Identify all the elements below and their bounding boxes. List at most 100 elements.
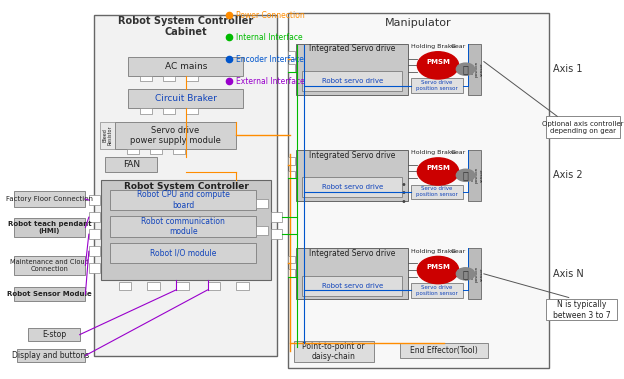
Bar (140, 76, 152, 81)
Text: Holding Brake: Holding Brake (411, 44, 456, 49)
Bar (150, 149, 162, 154)
Text: •: • (401, 197, 407, 207)
Bar (256, 226, 268, 235)
Text: Robot CPU and compute
board: Robot CPU and compute board (137, 190, 230, 210)
Bar (271, 212, 282, 222)
Text: Gear: Gear (451, 249, 466, 254)
Text: Robot Sensor Module: Robot Sensor Module (7, 291, 92, 297)
Text: Axis 1: Axis 1 (553, 64, 583, 74)
Circle shape (417, 158, 459, 185)
Bar (173, 149, 185, 154)
Bar (186, 76, 198, 81)
Text: FAN: FAN (123, 160, 140, 169)
Text: External Interface: External Interface (236, 77, 305, 86)
Bar (546, 299, 618, 320)
Bar (546, 116, 620, 138)
Bar (129, 57, 243, 76)
Bar (296, 44, 408, 95)
Bar (17, 349, 85, 362)
Bar (163, 108, 175, 114)
Text: Factory Floor Connection: Factory Floor Connection (6, 196, 93, 202)
Bar (89, 263, 100, 273)
Circle shape (456, 63, 475, 75)
Bar (89, 195, 100, 205)
Bar (296, 248, 408, 299)
Bar (163, 76, 175, 81)
Text: ⛓: ⛓ (462, 170, 469, 180)
Bar (94, 15, 278, 356)
Bar (105, 157, 157, 172)
Bar (271, 229, 282, 239)
Text: Holding Brake: Holding Brake (411, 249, 456, 254)
Bar (110, 190, 256, 210)
Text: Internal Interface: Internal Interface (236, 33, 302, 42)
Bar (28, 328, 80, 341)
Bar (186, 108, 198, 114)
Text: Servo
drive
position
sensor: Servo drive position sensor (466, 167, 484, 183)
Text: Robot I/O module: Robot I/O module (150, 249, 217, 257)
Bar (288, 157, 295, 165)
Text: Robot System Controller: Robot System Controller (124, 182, 248, 191)
Text: •: • (401, 180, 407, 190)
Text: Gear: Gear (451, 44, 466, 49)
Bar (411, 185, 462, 199)
Text: Circuit Braker: Circuit Braker (155, 94, 217, 103)
Text: Bleed
Resistor: Bleed Resistor (102, 125, 113, 145)
Text: Integrated Servo drive: Integrated Servo drive (309, 249, 396, 258)
Text: Power Connection: Power Connection (236, 11, 305, 20)
Circle shape (456, 169, 475, 182)
Text: PMSM: PMSM (426, 60, 450, 65)
Text: Integrated Servo drive: Integrated Servo drive (309, 44, 396, 53)
Text: Robot teach pendant
(HMI): Robot teach pendant (HMI) (7, 221, 91, 234)
Bar (147, 282, 160, 290)
Text: Axis N: Axis N (553, 269, 584, 279)
Bar (119, 282, 131, 290)
Text: Robot servo drive: Robot servo drive (321, 78, 383, 84)
Text: End Effector(Tool): End Effector(Tool) (410, 346, 478, 355)
Text: Integrated Servo drive: Integrated Servo drive (309, 150, 396, 160)
Bar (89, 229, 100, 239)
Bar (302, 71, 402, 91)
Bar (100, 122, 115, 149)
Circle shape (417, 257, 459, 283)
Bar (129, 89, 243, 108)
Text: Servo
drive
position
sensor: Servo drive position sensor (466, 61, 484, 77)
Text: PMSM: PMSM (426, 264, 450, 270)
Bar (256, 199, 268, 208)
Bar (296, 150, 408, 201)
Text: Robot servo drive: Robot servo drive (321, 184, 383, 190)
Text: Maintenance and Cloud
Connection: Maintenance and Cloud Connection (10, 259, 89, 272)
Text: N is typically
between 3 to 7: N is typically between 3 to 7 (553, 300, 610, 319)
Bar (469, 150, 481, 201)
Bar (89, 246, 100, 256)
Bar (176, 282, 188, 290)
Bar (115, 122, 236, 149)
Bar (288, 171, 295, 178)
Bar (236, 282, 249, 290)
Bar (288, 13, 548, 368)
Text: Robot communication
module: Robot communication module (141, 217, 225, 236)
Bar (208, 282, 220, 290)
Text: Servo drive
position sensor: Servo drive position sensor (416, 80, 458, 91)
Bar (102, 180, 271, 280)
Text: Gear: Gear (451, 150, 466, 155)
Text: ⛓: ⛓ (462, 64, 469, 74)
Circle shape (456, 268, 475, 280)
Bar (288, 64, 295, 72)
Text: Robot servo drive: Robot servo drive (321, 283, 383, 289)
Text: AC mains: AC mains (165, 62, 207, 71)
Bar (89, 212, 100, 222)
Text: Point-to-point or
daisy-chain: Point-to-point or daisy-chain (303, 342, 365, 361)
Bar (14, 287, 85, 301)
Bar (469, 44, 481, 95)
Text: Encoder Interface: Encoder Interface (236, 55, 303, 64)
Bar (140, 108, 152, 114)
Text: Servo
drive
position
sensor: Servo drive position sensor (466, 266, 484, 282)
Bar (302, 177, 402, 197)
Bar (411, 78, 462, 93)
Text: PMSM: PMSM (426, 166, 450, 171)
Bar (14, 218, 85, 237)
Text: Manipulator: Manipulator (385, 18, 452, 28)
Bar (288, 269, 295, 277)
Bar (110, 243, 256, 263)
